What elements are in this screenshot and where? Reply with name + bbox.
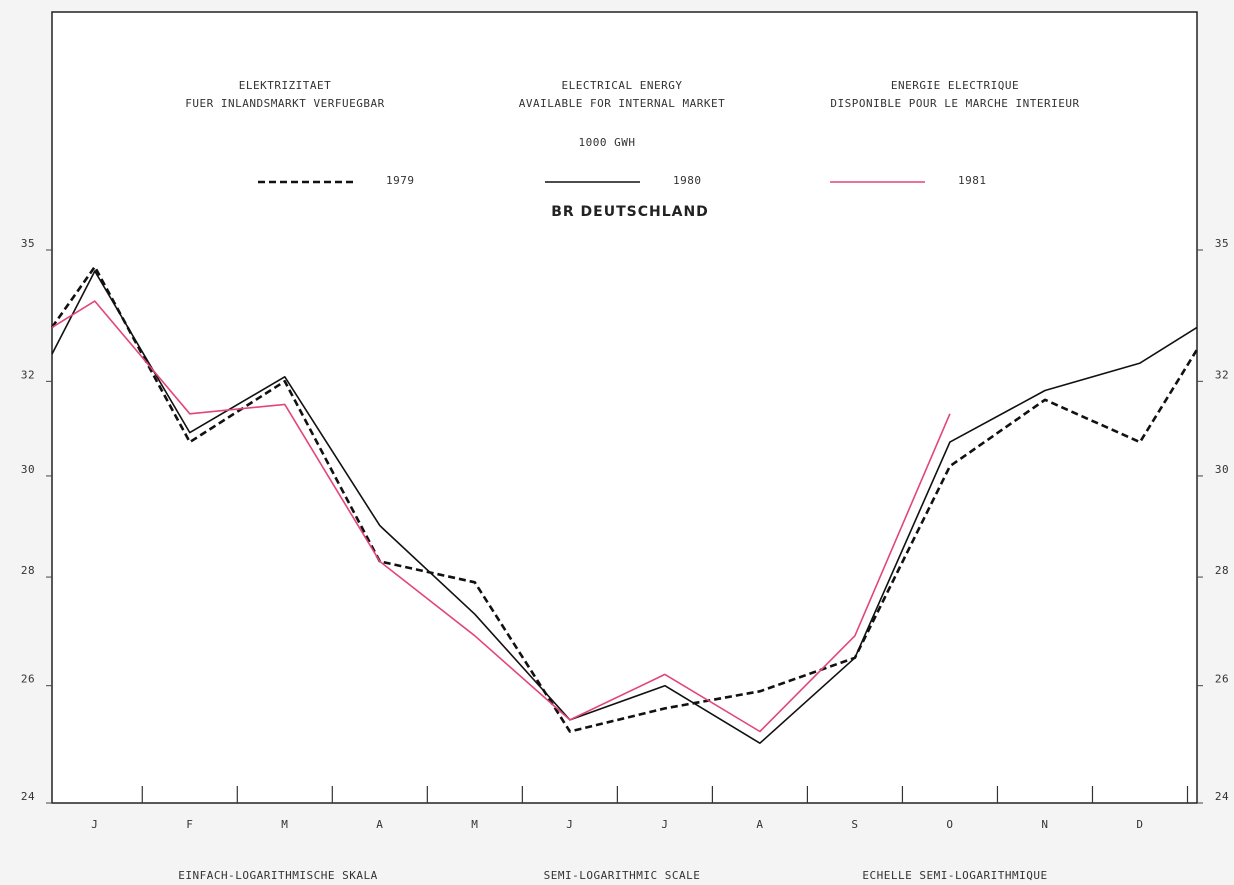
series-line	[51, 270, 1198, 744]
scale-note: SEMI-LOGARITHMIC SCALE	[544, 869, 701, 882]
title-line: DISPONIBLE POUR LE MARCHE INTERIEUR	[830, 97, 1079, 110]
y-tick-label: 24	[21, 790, 35, 803]
x-tick-label: M	[281, 818, 288, 831]
title-line: FUER INLANDSMARKT VERFUEGBAR	[185, 97, 384, 110]
y-tick-label: 32	[21, 368, 35, 381]
y-tick-label-right: 32	[1215, 368, 1229, 381]
y-tick-label-right: 26	[1215, 673, 1229, 686]
x-tick-label: J	[566, 818, 573, 831]
x-tick-label: A	[376, 818, 383, 831]
x-tick-label: D	[1136, 818, 1143, 831]
y-tick-label: 35	[21, 237, 35, 250]
legend-label: 1980	[673, 174, 702, 187]
title-line: ENERGIE ELECTRIQUE	[891, 79, 1019, 92]
x-tick-label: J	[91, 818, 98, 831]
x-tick-label: F	[186, 818, 193, 831]
y-tick-label: 28	[21, 564, 35, 577]
subtitle: BR DEUTSCHLAND	[551, 204, 709, 220]
y-tick-label-right: 24	[1215, 790, 1229, 803]
title-line: AVAILABLE FOR INTERNAL MARKET	[519, 97, 726, 110]
legend-label: 1981	[958, 174, 987, 187]
x-tick-label: J	[661, 818, 668, 831]
series-line	[51, 300, 951, 733]
y-tick-label: 30	[21, 463, 35, 476]
unit: 1000 GWH	[579, 136, 636, 149]
x-tick-label: A	[756, 818, 763, 831]
y-tick-label-right: 30	[1215, 463, 1229, 476]
scale-note: EINFACH-LOGARITHMISCHE SKALA	[178, 869, 377, 882]
y-tick-label-right: 28	[1215, 564, 1229, 577]
legend-label: 1979	[386, 174, 415, 187]
x-tick-label: S	[851, 818, 858, 831]
scale-note: ECHELLE SEMI-LOGARITHMIQUE	[862, 869, 1047, 882]
y-tick-label: 26	[21, 673, 35, 686]
title-line: ELECTRICAL ENERGY	[561, 79, 682, 92]
title-line: ELEKTRIZITAET	[239, 79, 332, 92]
plot-frame	[51, 11, 1198, 804]
x-tick-label: M	[471, 818, 478, 831]
y-tick-label-right: 35	[1215, 237, 1229, 250]
series-line	[50, 265, 1199, 733]
x-tick-label: N	[1041, 818, 1048, 831]
x-tick-label: O	[946, 818, 953, 831]
